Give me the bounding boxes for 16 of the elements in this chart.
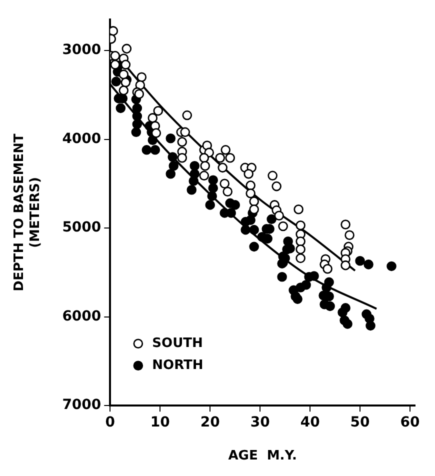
legend-label: SOUTH (152, 336, 203, 351)
x-tick-label: 60 (400, 414, 420, 431)
x-tick-label: 30 (250, 414, 270, 431)
y-tick-label: 3000 (62, 42, 102, 58)
y-tick-label: 6000 (62, 308, 102, 324)
y-tick-label: 4000 (62, 130, 102, 147)
x-tick-label: 0 (105, 414, 116, 431)
x-tick-label: 20 (200, 414, 220, 431)
y-tick-label: 5000 (62, 220, 102, 236)
y-tick-label: 7000 (62, 397, 102, 414)
x-tick-label: 10 (150, 414, 170, 431)
x-tick-label: 50 (350, 414, 370, 431)
x-axis-title: AGE M.Y. (228, 448, 297, 464)
legend-label: NORTH (152, 358, 204, 373)
x-tick-label: 40 (300, 414, 320, 431)
y-axis-title: DEPTH TO BASEMENT (METERS) (12, 134, 43, 292)
